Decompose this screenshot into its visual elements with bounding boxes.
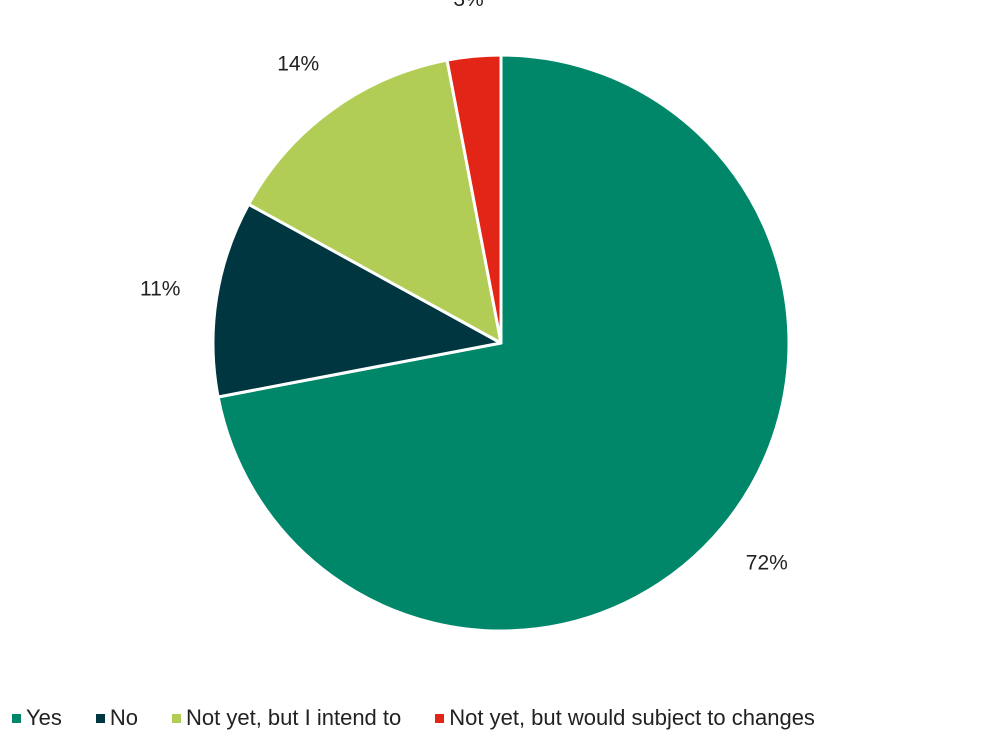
data-label-no: 11% — [140, 278, 180, 301]
legend-item-not-yet-but-i-intend-to: Not yet, but I intend to — [172, 705, 401, 731]
legend-swatch-not-yet-but-i-intend-to — [172, 713, 182, 723]
legend-swatch-not-yet-but-would-subject-to-changes — [435, 713, 445, 723]
data-label-not-yet-but-i-intend-to: 14% — [277, 52, 319, 75]
legend-item-no: No — [95, 705, 139, 731]
chart-legend: Yes No Not yet, but I intend to Not yet, bu… — [12, 702, 815, 734]
pie-slice-not-yet-but-would-subject-to-changes — [445, 53, 503, 345]
legend-label-not-yet-but-would-subject-to-changes: Not yet, but would subject to changes — [449, 705, 815, 730]
pie-slice-not-yet-but-i-intend-to — [247, 58, 503, 345]
data-label-not-yet-but-would-subject-to-changes: 3% — [453, 0, 483, 11]
data-label-yes: 72% — [746, 551, 788, 574]
legend-label-no: No — [109, 705, 139, 730]
pie-slice-no — [211, 202, 503, 399]
legend-swatch-no — [95, 713, 105, 723]
legend-label-not-yet-but-i-intend-to: Not yet, but I intend to — [186, 705, 402, 730]
legend-swatch-yes — [12, 713, 21, 723]
legend-item-not-yet-but-would-subject-to-changes: Not yet, but would subject to changes — [435, 705, 815, 731]
legend-item-yes: Yes — [12, 705, 62, 731]
pie-slice-yes — [216, 53, 791, 633]
legend-label-yes: Yes — [26, 705, 62, 730]
pie-data-labels: 72% 11% 14% 3% — [140, 0, 788, 574]
pie-slices — [211, 53, 791, 633]
